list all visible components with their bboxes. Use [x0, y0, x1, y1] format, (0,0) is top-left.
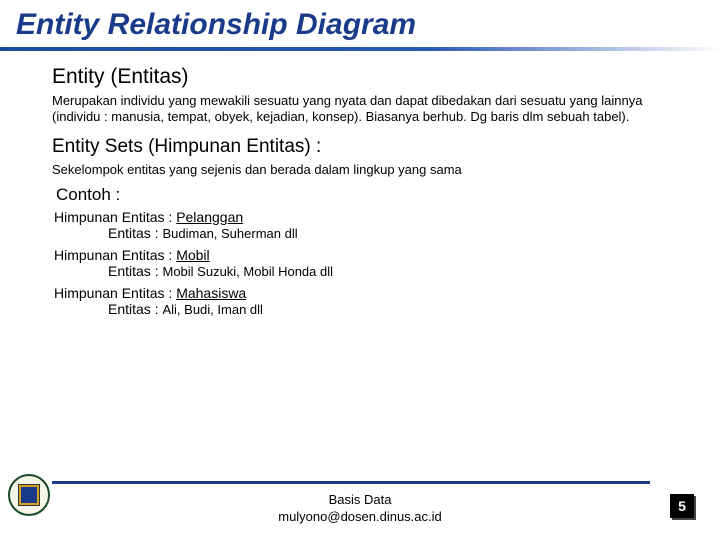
- title-underline: [0, 47, 720, 51]
- page-number: 5: [670, 494, 694, 518]
- footer-line2: mulyono@dosen.dinus.ac.id: [278, 509, 442, 524]
- example-ent-value: Budiman, Suherman dll: [162, 226, 297, 241]
- example-ent-label: Entitas :: [108, 263, 159, 279]
- contoh-heading: Contoh :: [56, 185, 672, 205]
- example-entities: Entitas : Mobil Suzuki, Mobil Honda dll: [108, 263, 672, 279]
- example-set: Himpunan Entitas : Pelanggan: [54, 209, 672, 225]
- example-ent-value: Ali, Budi, Iman dll: [162, 302, 262, 317]
- example-ent-label: Entitas :: [108, 301, 159, 317]
- example-set-value: Mahasiswa: [176, 285, 246, 301]
- footer-text: Basis Data mulyono@dosen.dinus.ac.id: [0, 492, 720, 526]
- entity-sets-heading: Entity Sets (Himpunan Entitas) :: [52, 136, 672, 158]
- example-set-value: Mobil: [176, 247, 209, 263]
- footer-divider: [52, 481, 650, 484]
- example-set-label: Himpunan Entitas :: [54, 247, 172, 263]
- example-ent-label: Entitas :: [108, 225, 159, 241]
- example-set: Himpunan Entitas : Mahasiswa: [54, 285, 672, 301]
- example-entities: Entitas : Ali, Budi, Iman dll: [108, 301, 672, 317]
- footer-line1: Basis Data: [329, 492, 392, 507]
- example-set: Himpunan Entitas : Mobil: [54, 247, 672, 263]
- example-entities: Entitas : Budiman, Suherman dll: [108, 225, 672, 241]
- entity-sets-body: Sekelompok entitas yang sejenis dan bera…: [52, 162, 672, 177]
- example-ent-value: Mobil Suzuki, Mobil Honda dll: [162, 264, 333, 279]
- example-set-value: Pelanggan: [176, 209, 243, 225]
- example-set-label: Himpunan Entitas :: [54, 285, 172, 301]
- example-set-label: Himpunan Entitas :: [54, 209, 172, 225]
- entity-body: Merupakan individu yang mewakili sesuatu…: [52, 93, 672, 127]
- slide-title: Entity Relationship Diagram: [0, 0, 720, 47]
- content-area: Entity (Entitas) Merupakan individu yang…: [0, 65, 720, 318]
- entity-heading: Entity (Entitas): [52, 65, 672, 89]
